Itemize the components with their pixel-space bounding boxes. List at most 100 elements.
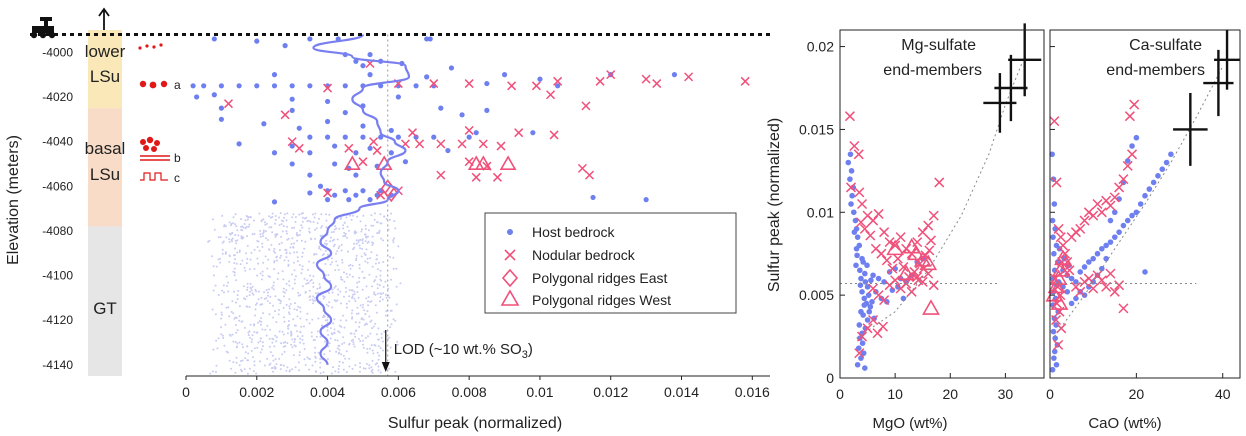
main-y-tick-label: -4000: [42, 45, 73, 59]
faint-point: [353, 293, 356, 296]
faint-point: [254, 308, 257, 311]
faint-point: [329, 240, 332, 243]
faint-point: [283, 316, 285, 319]
faint-point: [366, 242, 369, 244]
faint-point: [349, 263, 352, 266]
faint-point: [327, 334, 330, 336]
faint-point: [358, 325, 361, 328]
faint-point: [372, 242, 375, 245]
host-point: [1073, 279, 1079, 285]
faint-point: [337, 268, 340, 271]
faint-point: [290, 273, 293, 276]
faint-point: [301, 220, 304, 223]
faint-point: [233, 262, 236, 264]
faint-point: [286, 212, 289, 215]
faint-point: [235, 301, 237, 304]
faint-point: [389, 256, 391, 258]
mgo-end-members: [983, 23, 1042, 133]
faint-point: [331, 333, 334, 336]
faint-point: [287, 237, 290, 240]
host-point: [427, 36, 433, 42]
nodular-point: [323, 83, 333, 93]
faint-point: [373, 291, 376, 294]
mgo-chart: Sulfur peak (normalized) MgO (wt%) 0 10 20…: [766, 23, 1045, 432]
nodular-point: [928, 210, 939, 221]
main-x-axis-label: Sulfur peak (normalized): [388, 415, 562, 432]
nodular-point: [898, 261, 909, 273]
host-point: [850, 209, 857, 216]
faint-point: [356, 215, 359, 218]
faint-point: [376, 268, 379, 271]
faint-point: [365, 285, 368, 288]
host-point: [1168, 151, 1174, 158]
faint-point: [348, 295, 351, 298]
faint-point: [234, 247, 236, 250]
faint-point: [320, 226, 323, 229]
faint-point: [264, 328, 267, 331]
host-point: [1049, 151, 1055, 158]
faint-point: [259, 337, 262, 340]
faint-point: [262, 345, 264, 348]
faint-point: [324, 319, 327, 322]
faint-point: [322, 295, 325, 298]
faint-point: [246, 345, 249, 348]
main-x-tick-label: 0.004: [310, 384, 345, 400]
faint-point: [283, 259, 286, 262]
faint-point: [336, 250, 339, 253]
host-point: [431, 134, 437, 140]
faint-point: [235, 279, 238, 282]
host-point: [307, 36, 313, 42]
faint-point: [352, 293, 354, 296]
host-point: [218, 105, 224, 111]
faint-point: [222, 284, 225, 287]
host-point: [289, 83, 295, 89]
nodular-point: [429, 79, 439, 89]
faint-point: [228, 260, 231, 263]
nodular-point: [928, 280, 939, 291]
faint-point: [256, 257, 259, 260]
faint-point: [245, 252, 247, 255]
faint-point: [324, 263, 327, 265]
faint-point: [360, 230, 363, 233]
nodular-point: [464, 79, 474, 89]
faint-point: [318, 283, 321, 286]
faint-point: [248, 268, 251, 271]
host-point: [413, 83, 419, 89]
faint-point: [316, 292, 319, 295]
faint-point: [349, 214, 352, 217]
host-point: [1051, 355, 1057, 361]
faint-point: [342, 224, 345, 227]
faint-point: [243, 368, 246, 371]
faint-point: [293, 269, 296, 272]
main-faint-points: [207, 212, 402, 375]
faint-point: [267, 291, 269, 294]
host-point: [1159, 166, 1166, 172]
mark-label-a: a: [174, 78, 181, 92]
nodular-point: [1109, 286, 1120, 297]
faint-point: [242, 226, 245, 229]
faint-point: [220, 303, 223, 306]
faint-point: [364, 367, 367, 370]
faint-point: [308, 219, 310, 222]
faint-point: [361, 334, 364, 337]
faint-point: [259, 233, 262, 236]
faint-point: [345, 371, 348, 373]
host-point: [1142, 269, 1148, 275]
host-point: [854, 252, 860, 259]
faint-point: [336, 339, 339, 342]
host-point: [856, 322, 863, 328]
faint-point: [314, 212, 317, 215]
faint-point: [259, 272, 262, 275]
main-y-tick-label: -4020: [42, 90, 73, 104]
faint-point: [374, 262, 377, 265]
faint-point: [249, 336, 251, 339]
faint-point: [292, 318, 295, 321]
faint-point: [246, 372, 249, 375]
faint-point: [329, 263, 332, 266]
faint-point: [297, 305, 300, 308]
faint-point: [331, 239, 334, 242]
host-point: [1050, 328, 1057, 335]
nodular-point: [924, 245, 935, 256]
faint-point: [275, 321, 278, 324]
faint-point: [214, 284, 217, 287]
